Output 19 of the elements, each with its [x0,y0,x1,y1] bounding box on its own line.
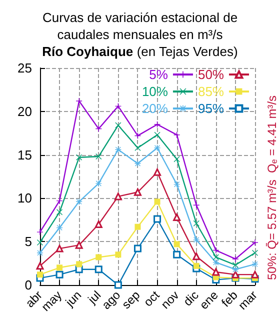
legend-label: 95% [198,101,224,116]
legend-label: 10% [142,84,168,99]
y-tick-label: 25 [18,60,32,76]
y-tick-label: 20 [18,104,32,119]
text: 50%: Q̄= 5.57 m³/s Qₑ = 4.41 m³/s [265,95,279,280]
x-tick-label: feb [218,288,241,310]
x-tick-label: sep [119,288,143,312]
x-tick-label: jul [84,288,104,308]
y-tick-label: 10 [18,190,32,206]
legend-label: 50% [198,67,224,82]
legend-label: 85% [198,84,224,99]
y-tick-label: 0 [24,278,32,292]
y-tick-label: 15 [18,147,32,162]
chart-title: Curvas de variación estacional de caudales mensuales en m³/s [42,10,238,42]
legend-label: 5% [149,67,168,82]
x-tick-label: jun [62,288,84,310]
chart-subtitle: Río Coyhaique (en Tejas Verdes) [42,44,238,59]
y-tick-label: 5 [24,234,32,250]
x-tick-label: dic [180,288,202,309]
